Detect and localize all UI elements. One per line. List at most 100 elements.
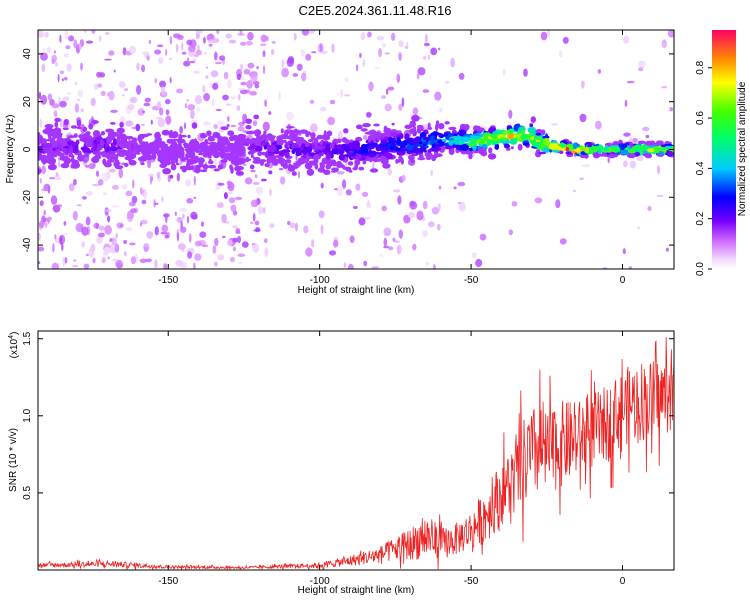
noise-blob [96, 222, 99, 230]
noise-blob [232, 246, 237, 252]
ridge-blob [599, 145, 604, 150]
noise-blob [162, 92, 168, 96]
noise-blob [471, 252, 477, 258]
ridge-blob [431, 143, 437, 149]
noise-blob [392, 237, 396, 242]
ridge-blob [154, 131, 161, 140]
noise-blob [336, 171, 345, 175]
noise-blob [260, 34, 267, 43]
noise-blob [388, 246, 394, 251]
noise-blob [221, 213, 227, 224]
noise-blob [129, 45, 136, 55]
noise-blob [227, 191, 233, 195]
noise-blob [91, 30, 96, 34]
noise-blob [438, 185, 442, 190]
noise-blob [320, 182, 324, 189]
ridge-blob [70, 141, 74, 146]
ridge-blob [316, 134, 323, 140]
noise-blob [189, 60, 196, 64]
noise-blob [96, 236, 103, 244]
noise-blob [250, 169, 256, 173]
noise-blob [83, 263, 90, 269]
noise-blob [396, 244, 402, 255]
noise-blob [184, 102, 188, 109]
noise-blob [262, 121, 270, 132]
ridge-blob [580, 151, 586, 155]
ridge-blob [260, 135, 265, 140]
ridge-blob [353, 148, 358, 154]
ridge-blob [347, 161, 354, 166]
ridge-blob [109, 132, 116, 140]
noise-blob [390, 32, 396, 42]
noise-blob [444, 80, 450, 84]
noise-blob [376, 35, 385, 41]
noise-blob [281, 59, 285, 68]
noise-blob [191, 215, 198, 220]
spectrogram-marks [38, 30, 674, 269]
noise-blob [638, 60, 646, 69]
noise-blob [289, 222, 296, 229]
noise-blob [184, 179, 192, 187]
noise-blob [661, 85, 668, 89]
noise-blob [667, 30, 674, 38]
noise-blob [311, 239, 315, 248]
ridge-blob [460, 144, 469, 151]
ridge-blob [514, 137, 518, 143]
noise-blob [214, 158, 218, 167]
ridge-blob [164, 150, 169, 155]
noise-blob [269, 188, 272, 197]
ridge-blob [507, 128, 514, 134]
ridge-blob [445, 145, 454, 150]
ridge-blob [302, 149, 307, 155]
ridge-blob [284, 152, 290, 159]
snr-y-multiplier: (x104) [8, 332, 20, 359]
ridge-blob [253, 157, 261, 161]
ridge-blob [53, 127, 62, 135]
ridge-blob [233, 156, 239, 164]
ridge-blob [74, 144, 79, 150]
ridge-blob [99, 139, 105, 147]
noise-blob [248, 73, 252, 76]
noise-blob [624, 99, 628, 107]
ridge-blob [572, 142, 578, 150]
ridge-blob [473, 150, 480, 154]
noise-blob [76, 204, 82, 207]
ridge-blob [297, 157, 306, 165]
ridge-blob [38, 131, 41, 138]
noise-blob [67, 132, 71, 136]
noise-blob [344, 77, 349, 82]
noise-blob [425, 33, 428, 44]
noise-blob [207, 39, 216, 44]
ridge-blob [319, 164, 325, 169]
noise-blob [225, 33, 232, 39]
ridge-blob [53, 134, 57, 139]
colorbar-scale [712, 30, 736, 269]
noise-blob [238, 93, 241, 101]
ridge-blob [44, 124, 54, 129]
noise-blob [121, 184, 128, 190]
ridge-blob [419, 148, 423, 153]
noise-blob [38, 30, 45, 38]
ridge-blob [473, 133, 482, 137]
noise-blob [264, 247, 269, 258]
ridge-blob [311, 162, 317, 166]
ridge-blob [613, 146, 620, 153]
noise-blob [430, 169, 433, 177]
noise-blob [92, 257, 96, 264]
noise-blob [183, 122, 186, 130]
ridge-blob [116, 136, 121, 143]
noise-blob [252, 80, 260, 86]
spectrogram-y-tick-label: -40 [22, 237, 33, 252]
snr-series-line [38, 337, 674, 570]
noise-blob [457, 201, 462, 205]
noise-blob [74, 82, 78, 86]
ridge-blob [459, 123, 467, 130]
noise-blob [61, 242, 64, 252]
ridge-blob [468, 153, 473, 160]
ridge-blob [411, 114, 420, 122]
noise-blob [281, 67, 289, 78]
ridge-blob [192, 156, 199, 164]
noise-blob [239, 89, 248, 95]
noise-blob [150, 119, 153, 125]
noise-blob [311, 51, 317, 54]
